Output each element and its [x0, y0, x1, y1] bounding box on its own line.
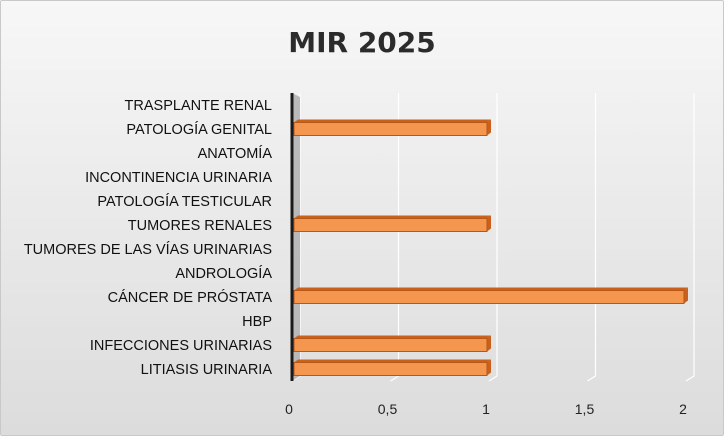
x-tick-label: 2 [679, 401, 687, 417]
bar-end [487, 359, 491, 376]
bar-face [293, 122, 488, 136]
category-label: TRASPLANTE RENAL [125, 98, 272, 114]
bar-face [293, 362, 488, 376]
category-label: TUMORES RENALES [128, 218, 272, 234]
bar [293, 335, 491, 352]
category-label: INFECCIONES URINARIAS [90, 338, 272, 354]
x-tick-labels: 0 0,5 1 1,5 2 [285, 401, 687, 417]
x-tick-label: 0,5 [378, 401, 398, 417]
category-label: TUMORES DE LAS VÍAS URINARIAS [24, 241, 272, 258]
bar-face [293, 218, 488, 232]
axis-wall-face [292, 93, 300, 381]
bar-top [294, 119, 491, 123]
gridline [685, 93, 695, 382]
bar-face [293, 290, 685, 304]
bar-top [294, 359, 491, 363]
bar-end [487, 335, 491, 352]
bar-end [487, 119, 491, 136]
bar-top [294, 287, 688, 291]
category-label: PATOLOGÍA GENITAL [126, 121, 272, 138]
category-label: HBP [242, 314, 272, 330]
gridline [488, 93, 498, 382]
axis-wall [290, 93, 300, 381]
bar [293, 359, 491, 376]
bar-top [294, 335, 491, 339]
bar [293, 287, 688, 304]
bar-end [487, 215, 491, 232]
category-label: CÁNCER DE PRÓSTATA [108, 289, 273, 306]
bar [293, 119, 491, 136]
category-labels: LITIASIS URINARIA INFECCIONES URINARIAS HB… [24, 98, 273, 378]
x-tick-label: 1 [482, 401, 490, 417]
category-label: ANDROLOGÍA [175, 265, 272, 282]
category-label: LITIASIS URINARIA [141, 362, 273, 378]
category-label: ANATOMÍA [198, 145, 273, 162]
x-tick-label: 1,5 [575, 401, 595, 417]
x-tick-label: 0 [285, 401, 293, 417]
bar-face [293, 338, 488, 352]
bar-end [684, 287, 688, 304]
gridline [587, 93, 597, 382]
bars [293, 119, 688, 376]
chart-title: MIR 2025 [288, 26, 436, 59]
category-label: INCONTINENCIA URINARIA [85, 170, 272, 186]
bar-top [294, 215, 491, 219]
bar [293, 215, 491, 232]
category-label: PATOLOGÍA TESTICULAR [97, 193, 272, 210]
